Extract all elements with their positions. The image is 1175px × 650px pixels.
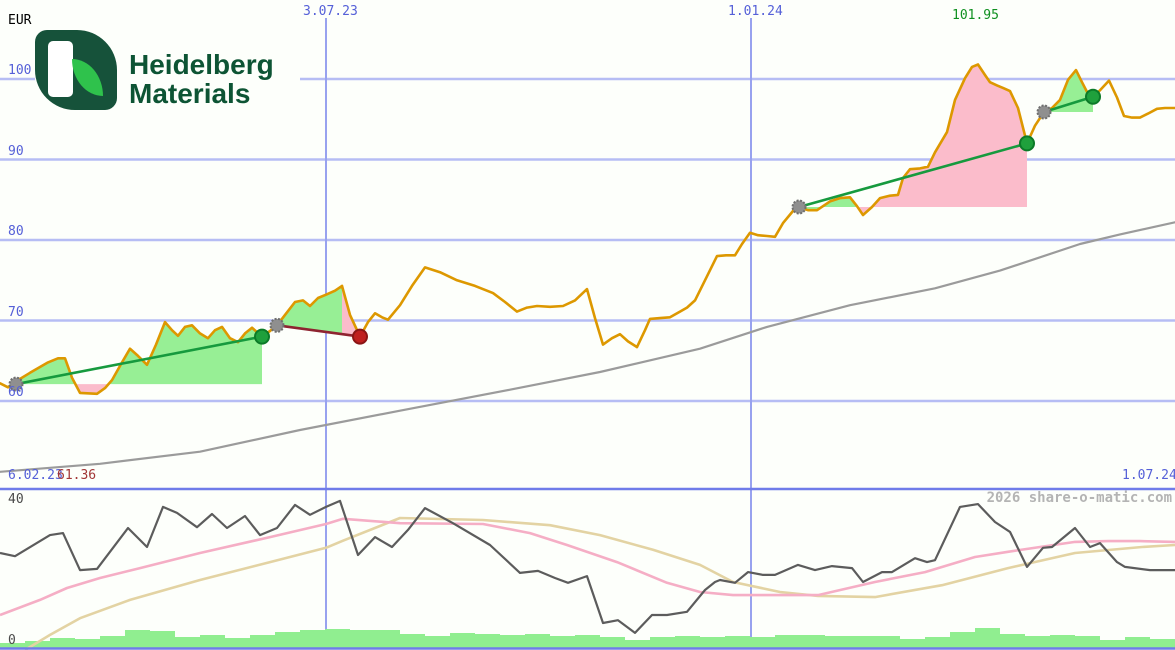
y-tick-90: 90 [8, 143, 24, 159]
volume-bar [500, 635, 525, 648]
volume-bar [675, 636, 700, 648]
logo-wordmark: Heidelberg Materials [129, 30, 274, 116]
volume-bar [925, 637, 950, 648]
volume-bar [150, 631, 175, 648]
x-tick-3.07.23: 3.07.23 [303, 4, 358, 19]
panel-borders [0, 487, 1175, 650]
volume-bar [550, 636, 575, 648]
moving_average-line [0, 221, 1175, 473]
trend-start-dot [1036, 104, 1052, 120]
volume-bar [775, 635, 800, 648]
volume-bar [1100, 640, 1125, 648]
volume-bar [400, 634, 425, 648]
trend-fills [16, 64, 1093, 394]
annotation-61.36: 61.36 [57, 468, 97, 483]
y-tick-60: 60 [8, 385, 24, 400]
volume-bar [1075, 636, 1100, 648]
volume-bar [825, 636, 850, 648]
trend-start-dot [8, 376, 24, 392]
indicator_slow-line [24, 516, 1175, 650]
volume-bar [0, 643, 25, 648]
trend-fill-0 [16, 358, 76, 385]
volume-bar [375, 630, 400, 648]
trend-end-dot-red [352, 328, 368, 345]
trend-fill-1 [277, 285, 342, 335]
logo-white-bar [48, 41, 73, 97]
watermark: 2026 share-o-matic.com [986, 490, 1172, 506]
trend-fill-0 [108, 322, 262, 385]
trend-segment-0 [15, 335, 263, 386]
volume-bar [1150, 639, 1175, 648]
volume-bar [425, 636, 450, 648]
volume-bars [0, 628, 1175, 648]
volume-bar [700, 637, 725, 648]
volume-bar [200, 635, 225, 648]
volume-bar [725, 636, 750, 648]
volume-bar [100, 636, 125, 648]
volume-bar [575, 635, 600, 648]
volume-bar [450, 633, 475, 648]
trend-fill-2 [857, 64, 1027, 215]
annotation-101.95: 101.95 [952, 8, 999, 23]
heidelberg-logo-mark [35, 30, 117, 110]
indicator-tick-40: 40 [8, 492, 24, 507]
y-tick-100: 100 [8, 63, 32, 78]
currency-axis-label: EUR [8, 13, 32, 28]
trend-segment-3 [1043, 95, 1094, 114]
y-tick-70: 70 [8, 304, 24, 320]
volume-bar [300, 630, 325, 648]
logo-line2: Materials [129, 78, 251, 109]
volume-bar [75, 639, 100, 648]
volume-bar [875, 636, 900, 648]
volume-bar [275, 632, 300, 648]
volume-bar [650, 637, 675, 648]
trend-fill-2 [821, 197, 858, 207]
x-tick-1.01.24: 1.01.24 [728, 4, 783, 19]
volume-bar [225, 638, 250, 648]
trend-segment-2 [798, 142, 1028, 209]
logo-line1: Heidelberg [129, 49, 274, 80]
volume-bar [525, 634, 550, 648]
volume-bar [625, 640, 650, 648]
volume-bar [750, 637, 775, 648]
volume-bar [1025, 636, 1050, 648]
volume-bar [975, 628, 1000, 648]
volume-bar [1000, 634, 1025, 648]
volume-bar [900, 639, 925, 648]
volume-bar [850, 636, 875, 648]
volume-bar [950, 632, 975, 648]
volume-bar [1050, 635, 1075, 648]
trend-fill-1 [342, 285, 360, 337]
volume-bar [600, 637, 625, 648]
volume-bar [250, 635, 275, 648]
volume-bar [1125, 637, 1150, 648]
volume-bar [475, 634, 500, 648]
trend-lines [8, 88, 1101, 392]
annotation-1.07.24: 1.07.24 [1122, 468, 1175, 483]
volume-bar [800, 635, 825, 648]
trend-end-dot-green [1085, 88, 1101, 105]
heidelberg-materials-logo: Heidelberg Materials [35, 30, 300, 116]
indicator_signal-line [0, 517, 1175, 617]
y-tick-80: 80 [8, 224, 24, 239]
leaf-icon [72, 59, 103, 96]
trend-start-dot [791, 199, 807, 215]
volume-bar [25, 641, 50, 648]
indicator_fast-line [0, 499, 1175, 634]
volume-bar [175, 637, 200, 648]
trend-start-dot [269, 317, 285, 333]
trend-end-dot-green [254, 328, 270, 345]
volume-bar [125, 630, 150, 648]
volume-bar [50, 638, 75, 648]
series-lines [0, 63, 1175, 650]
indicator-tick-0: 0 [8, 633, 16, 648]
volume-bar [350, 630, 375, 648]
trend-end-dot-green [1019, 135, 1035, 152]
trend-segment-1 [276, 324, 361, 338]
price-line [0, 63, 1175, 396]
annotation-6.02.23: 6.02.23 [8, 468, 63, 483]
volume-bar [325, 629, 350, 648]
